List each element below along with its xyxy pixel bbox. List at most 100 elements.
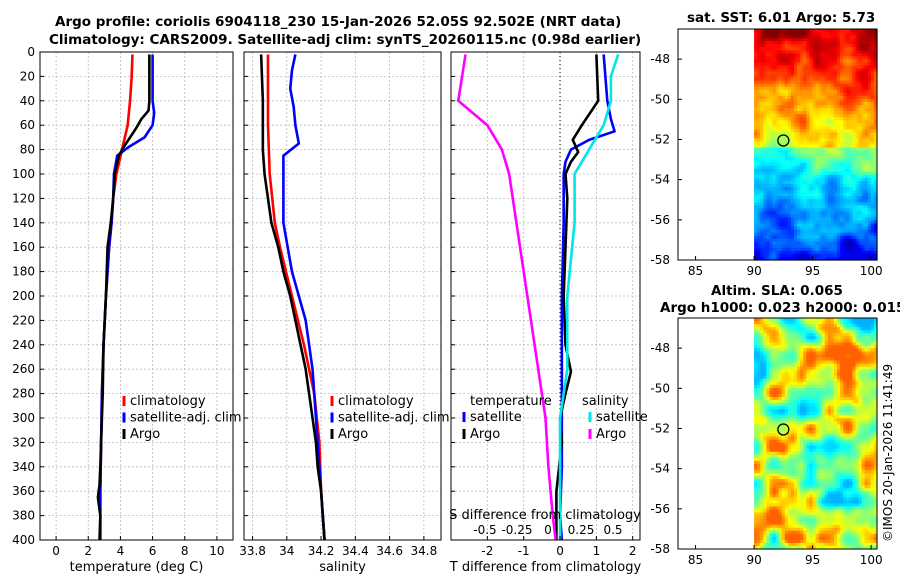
map-cell xyxy=(787,509,792,514)
map-cell xyxy=(757,159,761,164)
map-cell xyxy=(800,518,804,523)
map-cell xyxy=(815,381,820,386)
map-cell xyxy=(800,71,804,76)
map-cell xyxy=(833,126,838,130)
map-cell xyxy=(794,153,798,158)
map-cell xyxy=(787,199,792,203)
map-cell xyxy=(818,375,823,380)
map-cell xyxy=(840,74,844,79)
map-cell xyxy=(855,238,860,243)
map-cell xyxy=(790,318,795,322)
map-cell xyxy=(812,418,817,422)
map-cell xyxy=(824,129,829,133)
map-cell xyxy=(809,101,814,106)
map-cell xyxy=(870,229,875,234)
map-cell xyxy=(867,214,872,219)
map-cell xyxy=(833,220,838,225)
map-cell xyxy=(827,98,832,103)
map-cell xyxy=(754,506,758,511)
map-cell xyxy=(775,129,780,133)
map-cell xyxy=(766,77,771,82)
map-cell xyxy=(763,83,767,88)
map-cell xyxy=(858,80,863,85)
map-cell xyxy=(754,339,758,343)
map-cell xyxy=(846,141,850,146)
map-cell xyxy=(821,244,826,249)
map-cell xyxy=(766,348,771,353)
map-cell xyxy=(781,427,786,432)
map-cell xyxy=(809,397,814,401)
map-cell xyxy=(849,220,854,225)
map-cell xyxy=(775,527,780,532)
map-cell xyxy=(821,199,826,203)
map-cell xyxy=(858,68,863,73)
map-cell xyxy=(772,168,777,173)
map-cell xyxy=(806,74,810,79)
map-cell xyxy=(855,165,860,170)
map-cell xyxy=(852,250,857,255)
map-cell xyxy=(812,56,817,60)
map-cell xyxy=(870,199,875,203)
map-cell xyxy=(864,217,869,222)
map-cell xyxy=(830,111,835,115)
map-cell xyxy=(794,457,798,462)
map-cell xyxy=(757,415,761,419)
map-cell xyxy=(778,50,783,54)
map-cell xyxy=(815,527,820,532)
map-cell xyxy=(766,375,771,380)
map-cell xyxy=(754,363,758,368)
map-cell xyxy=(824,86,829,91)
map-cell xyxy=(803,406,807,410)
map-cell xyxy=(840,108,844,112)
map-cell xyxy=(797,226,801,231)
map-cell xyxy=(830,156,835,161)
map-cell xyxy=(772,430,777,435)
map-cell xyxy=(800,214,804,219)
map-cell xyxy=(766,436,771,441)
map-cell xyxy=(827,77,832,82)
map-cell xyxy=(830,220,835,225)
map-cell xyxy=(870,250,875,255)
map-cell xyxy=(800,59,804,64)
map-cell xyxy=(760,132,764,136)
map-cell xyxy=(797,448,801,453)
map-cell xyxy=(873,250,878,255)
map-cell xyxy=(766,89,771,94)
map-cell xyxy=(760,202,764,206)
map-cell xyxy=(867,235,872,240)
map-cell xyxy=(775,56,780,60)
map-cell xyxy=(778,193,783,197)
map-cell xyxy=(824,190,829,194)
map-field xyxy=(754,29,878,261)
map-cell xyxy=(806,497,810,501)
map-cell xyxy=(824,104,829,109)
map-cell xyxy=(803,104,807,109)
map-cell xyxy=(873,244,878,249)
map-cell xyxy=(794,29,798,33)
map-cell xyxy=(760,345,764,349)
map-cell xyxy=(763,500,767,505)
map-cell xyxy=(781,500,786,505)
map-cell xyxy=(806,369,810,374)
map-cell xyxy=(837,177,841,182)
map-cell xyxy=(769,439,774,444)
map-cell xyxy=(784,427,789,432)
map-cell xyxy=(757,506,761,511)
map-cell xyxy=(806,147,810,152)
map-cell xyxy=(778,86,783,91)
map-cell xyxy=(815,536,820,541)
map-cell xyxy=(757,208,761,212)
map-cell xyxy=(800,378,804,383)
map-cell xyxy=(861,77,866,82)
map-cell xyxy=(790,101,795,106)
map-cell xyxy=(861,174,866,179)
map-cell xyxy=(757,542,761,547)
map-cell xyxy=(778,515,783,520)
map-cell xyxy=(757,156,761,161)
map-cell xyxy=(867,108,872,112)
map-cell xyxy=(781,415,786,419)
map-cell xyxy=(763,98,767,103)
map-cell xyxy=(818,536,823,541)
map-cell xyxy=(766,129,771,133)
map-cell xyxy=(775,168,780,173)
